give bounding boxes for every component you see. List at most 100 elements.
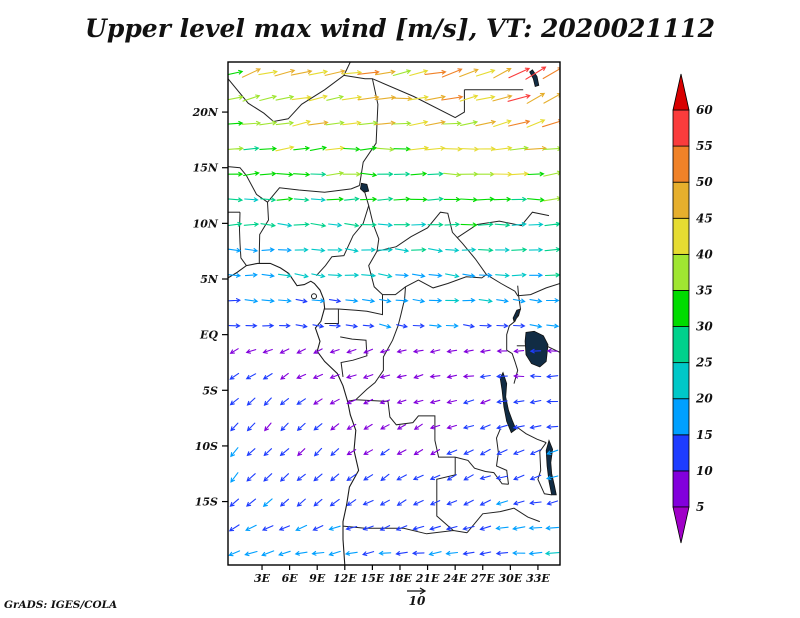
wind-arrow (413, 374, 424, 379)
bioko-island (310, 293, 317, 300)
wind-arrow (328, 298, 342, 304)
wind-arrow (430, 449, 441, 456)
wind-arrow (413, 449, 424, 456)
wind-arrow (479, 448, 491, 456)
wind-arrow (244, 550, 258, 557)
wind-arrow (529, 298, 543, 304)
wind-arrow (308, 120, 329, 126)
wind-arrow (545, 298, 560, 303)
wind-arrow (293, 197, 310, 203)
wind-arrow (492, 145, 513, 151)
wind-arrow (379, 323, 392, 329)
wind-arrow (228, 221, 243, 227)
wind-arrow (245, 524, 257, 532)
wind-arrow (413, 399, 424, 405)
wind-arrow (326, 196, 344, 202)
wind-arrow (345, 374, 357, 379)
wind-arrow (479, 374, 491, 379)
wind-arrow (527, 171, 545, 177)
wind-arrow (343, 146, 361, 152)
wind-arrow (344, 222, 360, 228)
wind-arrow (495, 550, 509, 556)
wind-arrow (429, 374, 441, 379)
wind-arrow (446, 474, 457, 481)
wind-arrow (511, 272, 527, 278)
wind-arrow (296, 473, 306, 481)
wind-arrow (427, 222, 444, 228)
wind-arrow (529, 424, 542, 430)
wind-arrow (462, 551, 475, 556)
wind-arrow (380, 473, 390, 482)
colorbar-segment (672, 145, 690, 183)
wind-arrow (442, 121, 462, 126)
wind-arrow (345, 298, 359, 304)
wind-arrow (395, 525, 408, 531)
wind-arrow (260, 197, 277, 203)
wind-arrow (513, 474, 525, 481)
wind-arrow (259, 94, 278, 102)
wind-arrow (424, 69, 447, 75)
wind-arrow (327, 273, 343, 278)
wind-arrow (446, 500, 458, 506)
wind-arrow (379, 525, 391, 531)
wind-arrow (529, 373, 542, 379)
wind-arrow (479, 475, 491, 481)
wind-arrow (428, 273, 443, 278)
lon-tick-label: 33E (526, 572, 550, 585)
wind-arrow (513, 348, 525, 354)
wind-arrow (275, 120, 295, 126)
wind-arrow (511, 222, 527, 227)
wind-arrow (445, 247, 460, 253)
wind-arrow (461, 247, 477, 253)
wind-arrow (544, 550, 560, 556)
wind-arrow (362, 374, 374, 380)
wind-arrow (243, 222, 260, 227)
wind-arrow (262, 498, 273, 507)
wind-arrow (228, 550, 241, 557)
wind-arrow (543, 196, 560, 202)
wind-arrow (241, 68, 262, 78)
wind-arrow (495, 247, 510, 253)
colorbar-label: 60 (696, 103, 713, 117)
wind-arrow (513, 323, 526, 329)
wind-arrow (496, 348, 508, 354)
wind-arrow (362, 525, 374, 531)
wind-arrow (479, 499, 491, 506)
wind-arrow (246, 473, 256, 482)
wind-arrow (463, 499, 474, 506)
wind-arrow (543, 146, 560, 151)
wind-arrow (393, 146, 411, 152)
wind-arrow (293, 222, 310, 227)
wind-arrow (363, 449, 374, 455)
wind-arrow (380, 424, 390, 430)
wind-arrow (513, 373, 525, 379)
wind-arrow (445, 550, 459, 556)
wind-arrow (244, 197, 259, 203)
wind-arrow (278, 550, 291, 557)
chart-title: Upper level max wind [m/s], VT: 20200211… (85, 14, 715, 43)
wind-arrow (446, 449, 458, 455)
wind-arrow (244, 247, 259, 253)
wind-arrow (428, 298, 443, 303)
wind-arrow (393, 196, 411, 202)
wind-arrow (359, 196, 378, 202)
wind-arrow (329, 498, 340, 507)
wind-arrow (376, 146, 395, 152)
lon-tick-label: 15E (361, 572, 385, 585)
wind-arrow (313, 348, 323, 354)
wind-arrow (363, 423, 373, 430)
wind-arrow (363, 348, 374, 354)
lon-tick-label: 3E (254, 572, 271, 585)
wind-arrow (230, 447, 239, 458)
wind-arrow (344, 272, 360, 278)
wind-arrow (528, 222, 544, 227)
wind-arrow (442, 146, 463, 152)
wind-arrow (327, 247, 343, 253)
plot-frame (227, 61, 561, 566)
wind-arrow (377, 196, 394, 202)
wind-arrow (241, 120, 262, 126)
colorbar-label: 40 (696, 247, 713, 261)
wind-arrow (529, 500, 542, 506)
wind-arrow (496, 424, 508, 430)
wind-arrow (396, 424, 407, 430)
